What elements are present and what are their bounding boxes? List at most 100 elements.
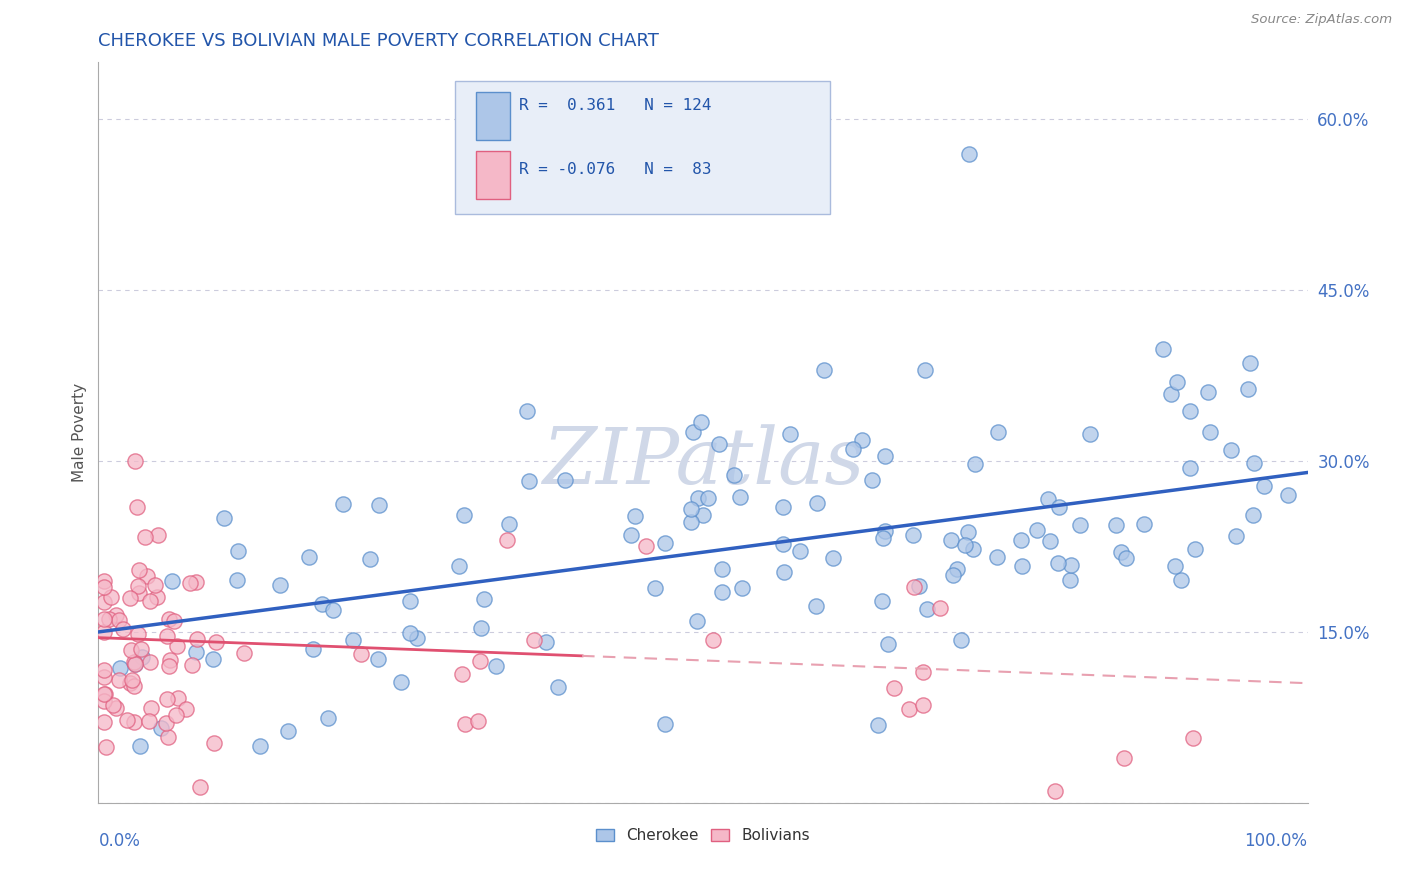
- FancyBboxPatch shape: [475, 152, 509, 200]
- Point: [690, 416, 713, 430]
- Point: [124, 657, 146, 671]
- Point: [873, 524, 896, 538]
- Point: [903, 580, 925, 594]
- Point: [93, 612, 115, 626]
- Point: [946, 562, 969, 576]
- Point: [911, 698, 934, 712]
- Point: [120, 642, 142, 657]
- Point: [813, 363, 835, 377]
- Point: [93, 595, 115, 609]
- Point: [129, 642, 152, 657]
- Point: [1011, 559, 1033, 574]
- Point: [877, 637, 900, 651]
- Point: [1059, 558, 1081, 572]
- Point: [789, 543, 811, 558]
- Point: [821, 550, 844, 565]
- Point: [1184, 542, 1206, 557]
- Point: [156, 730, 179, 744]
- Point: [398, 626, 420, 640]
- Point: [620, 528, 643, 542]
- Point: [359, 551, 381, 566]
- Point: [496, 533, 519, 548]
- Point: [165, 708, 187, 723]
- Point: [547, 680, 569, 694]
- Point: [1253, 479, 1275, 493]
- Point: [534, 634, 557, 648]
- Point: [773, 566, 796, 580]
- Point: [105, 608, 128, 623]
- Point: [1277, 488, 1299, 502]
- Point: [1239, 356, 1261, 370]
- Point: [139, 655, 162, 669]
- Point: [870, 594, 893, 608]
- Point: [93, 581, 115, 595]
- Point: [128, 563, 150, 577]
- Point: [350, 647, 373, 661]
- Point: [367, 652, 389, 666]
- Point: [1036, 491, 1059, 506]
- Point: [772, 500, 794, 514]
- Point: [1114, 751, 1136, 765]
- Point: [453, 508, 475, 522]
- Text: CHEROKEE VS BOLIVIAN MALE POVERTY CORRELATION CHART: CHEROKEE VS BOLIVIAN MALE POVERTY CORREL…: [98, 32, 659, 50]
- Point: [93, 687, 115, 701]
- Point: [806, 599, 828, 613]
- Point: [318, 710, 340, 724]
- Point: [1105, 518, 1128, 533]
- Point: [866, 718, 889, 732]
- Point: [1152, 343, 1174, 357]
- Point: [842, 442, 865, 456]
- Point: [166, 639, 188, 653]
- Point: [93, 694, 115, 708]
- Point: [148, 528, 170, 542]
- Point: [174, 702, 197, 716]
- Point: [179, 575, 201, 590]
- Point: [128, 586, 150, 600]
- Point: [498, 517, 520, 532]
- Point: [730, 490, 752, 504]
- Point: [163, 614, 186, 628]
- Point: [901, 528, 924, 542]
- Point: [710, 562, 733, 576]
- Point: [368, 499, 391, 513]
- Point: [104, 701, 127, 715]
- Point: [953, 538, 976, 552]
- Point: [118, 676, 141, 690]
- Point: [201, 652, 224, 666]
- Point: [166, 690, 188, 705]
- Point: [942, 568, 965, 582]
- Point: [157, 612, 180, 626]
- Point: [111, 623, 134, 637]
- Point: [908, 579, 931, 593]
- Point: [1219, 443, 1241, 458]
- Point: [451, 667, 474, 681]
- Point: [93, 624, 115, 639]
- Point: [226, 544, 249, 558]
- Point: [156, 692, 179, 706]
- Point: [127, 500, 149, 514]
- Point: [93, 663, 115, 677]
- Point: [1047, 556, 1070, 570]
- Point: [186, 632, 208, 646]
- Point: [101, 698, 124, 713]
- Point: [623, 509, 645, 524]
- Y-axis label: Male Poverty: Male Poverty: [72, 383, 87, 483]
- Point: [398, 593, 420, 607]
- Point: [124, 657, 146, 671]
- Point: [554, 473, 576, 487]
- Point: [470, 654, 492, 668]
- Point: [957, 146, 980, 161]
- Point: [93, 688, 115, 702]
- Point: [277, 724, 299, 739]
- Point: [696, 491, 718, 505]
- Point: [872, 532, 894, 546]
- Point: [851, 434, 873, 448]
- Point: [1197, 384, 1219, 399]
- Point: [941, 533, 963, 547]
- Point: [1133, 516, 1156, 531]
- Point: [135, 569, 157, 583]
- Point: [702, 632, 724, 647]
- Point: [205, 634, 228, 648]
- Point: [157, 659, 180, 673]
- Point: [1166, 375, 1188, 389]
